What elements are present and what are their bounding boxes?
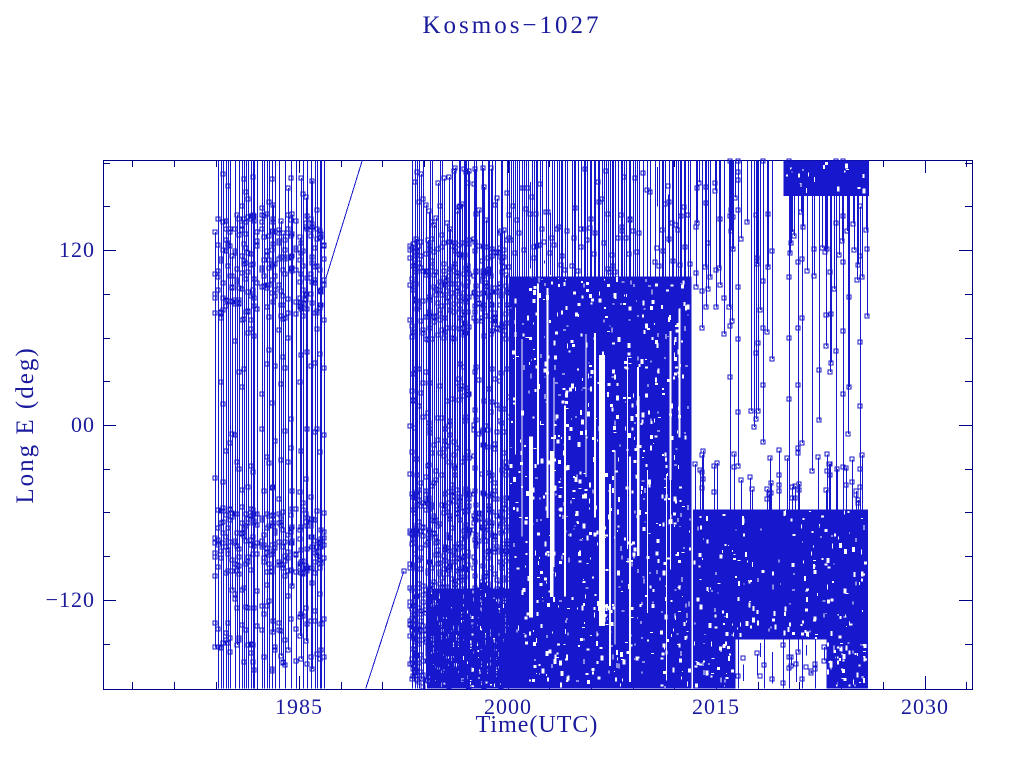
series-mid-floaters-2017-2020 bbox=[748, 160, 775, 430]
series-top-band-2020-2026 bbox=[783, 160, 869, 197]
series-residence-band-2013-2026 bbox=[693, 509, 869, 640]
series-deep-sparse-2016-2023 bbox=[735, 639, 827, 689]
series-hangers-2013-2018 bbox=[693, 160, 760, 337]
y-tick-label: −120 bbox=[45, 587, 95, 612]
y-tick-label: 00 bbox=[71, 412, 95, 437]
x-tick-label: 2000 bbox=[484, 694, 532, 719]
x-tick-label: 2030 bbox=[901, 694, 949, 719]
series-operations-1979-1987 bbox=[212, 160, 327, 689]
series-spikes-above-band bbox=[692, 447, 865, 510]
series-deep-band-2013-2016 bbox=[693, 639, 736, 689]
series-hangers-from-top-band bbox=[787, 196, 869, 292]
x-tick-label: 2015 bbox=[692, 694, 740, 719]
chart-title: Kosmos−1027 bbox=[422, 12, 602, 39]
series-isolated-long-excursions bbox=[727, 158, 863, 688]
y-axis-title: Long E (deg) bbox=[12, 346, 39, 504]
data-layer bbox=[212, 158, 870, 690]
series-operations-1993-2000 bbox=[407, 160, 512, 690]
series-deep-band-2023-2026 bbox=[826, 639, 869, 689]
y-tick-label: 120 bbox=[59, 237, 95, 262]
x-tick-label: 1985 bbox=[275, 694, 323, 719]
series-solid-era-2000-2013 bbox=[509, 276, 692, 689]
series-drift-wrap-up-1987-1990 bbox=[325, 160, 363, 278]
series-upper-strip-2000-2013 bbox=[508, 160, 693, 280]
x-axis-title: Time(UTC) bbox=[475, 712, 599, 738]
series-drift-wrap-down-1990-1993 bbox=[365, 568, 407, 689]
